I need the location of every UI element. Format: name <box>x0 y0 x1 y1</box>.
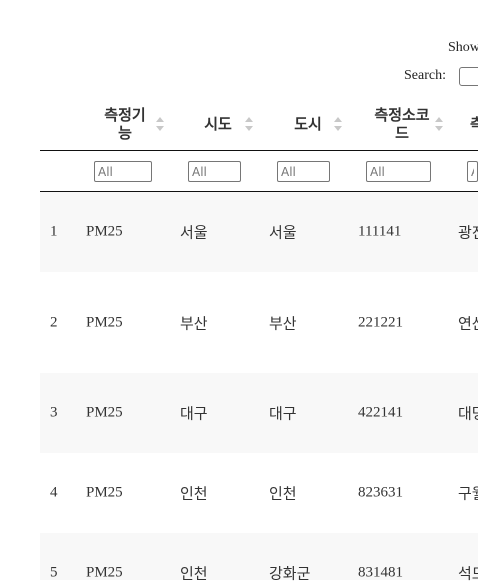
cell-sido: 인천 <box>180 564 208 583</box>
column-header-sido[interactable]: 시도 <box>178 98 258 150</box>
filter-input-sido[interactable] <box>188 161 241 182</box>
row-index: 4 <box>50 484 58 501</box>
cell-sido: 부산 <box>180 314 208 332</box>
filter-input-measure-item[interactable] <box>94 161 152 182</box>
header-divider <box>40 150 478 151</box>
sort-icon <box>245 117 253 131</box>
cell-station-code: 111141 <box>358 223 402 240</box>
cell-city: 인천 <box>269 484 297 503</box>
cell-city: 서울 <box>269 223 297 242</box>
column-header-label: 측정기 <box>104 106 146 124</box>
column-header-label: 시도 <box>204 115 232 133</box>
row-index: 5 <box>50 564 58 581</box>
cell-station-code: 221221 <box>358 314 403 330</box>
cell-station: 대명 <box>458 404 478 423</box>
column-header-measure-item[interactable]: 측정기 능 <box>80 98 170 150</box>
cell-city: 강화군 <box>269 564 311 583</box>
column-header-label: 도시 <box>294 115 322 133</box>
filter-divider <box>40 191 478 192</box>
filter-input-station-code[interactable] <box>366 161 431 182</box>
cell-sido: 서울 <box>180 223 208 242</box>
table-row[interactable]: 4 PM25 인천 인천 823631 구월 <box>40 453 478 533</box>
sort-icon <box>435 117 443 131</box>
cell-city: 부산 <box>269 314 297 332</box>
filter-input-city[interactable] <box>277 161 330 182</box>
column-header-label: 측정소코 <box>374 106 430 124</box>
cell-measure-item: PM25 <box>86 564 123 581</box>
row-index: 1 <box>50 223 58 240</box>
cell-city: 대구 <box>269 404 297 423</box>
table-row[interactable]: 3 PM25 대구 대구 422141 대명 <box>40 373 478 453</box>
cell-measure-item: PM25 <box>86 484 123 501</box>
cell-station-code: 422141 <box>358 404 403 421</box>
column-header-label: 측 <box>470 115 478 133</box>
sort-icon <box>334 117 342 131</box>
row-index: 2 <box>50 314 58 330</box>
column-header-station[interactable]: 측 <box>458 98 478 150</box>
search-input[interactable] <box>459 67 478 86</box>
cell-measure-item: PM25 <box>86 404 123 421</box>
cell-station: 광진 <box>458 223 478 242</box>
page-length-label: Show <box>448 40 478 55</box>
column-header-city[interactable]: 도시 <box>268 98 348 150</box>
table-row[interactable]: 5 PM25 인천 강화군 831481 석모 <box>40 533 478 583</box>
table-row[interactable]: 1 PM25 서울 서울 111141 광진 <box>40 192 478 272</box>
row-index: 3 <box>50 404 58 421</box>
column-header-label: 드 <box>395 124 409 142</box>
search-label: Search: <box>404 68 446 83</box>
filter-input-station[interactable] <box>467 161 478 182</box>
cell-station: 구월 <box>458 484 478 503</box>
cell-station-code: 823631 <box>358 484 403 501</box>
cell-sido: 인천 <box>180 484 208 503</box>
cell-sido: 대구 <box>180 404 208 423</box>
cell-measure-item: PM25 <box>86 314 123 330</box>
sort-icon <box>156 117 164 131</box>
column-header-label: 능 <box>118 124 132 142</box>
cell-station-code: 831481 <box>358 564 403 581</box>
cell-measure-item: PM25 <box>86 223 123 240</box>
column-header-station-code[interactable]: 측정소코 드 <box>358 98 446 150</box>
cell-station: 연산 <box>458 314 478 332</box>
table-row[interactable]: 2 PM25 부산 부산 221221 연산 <box>40 272 478 373</box>
cell-station: 석모 <box>458 564 478 583</box>
